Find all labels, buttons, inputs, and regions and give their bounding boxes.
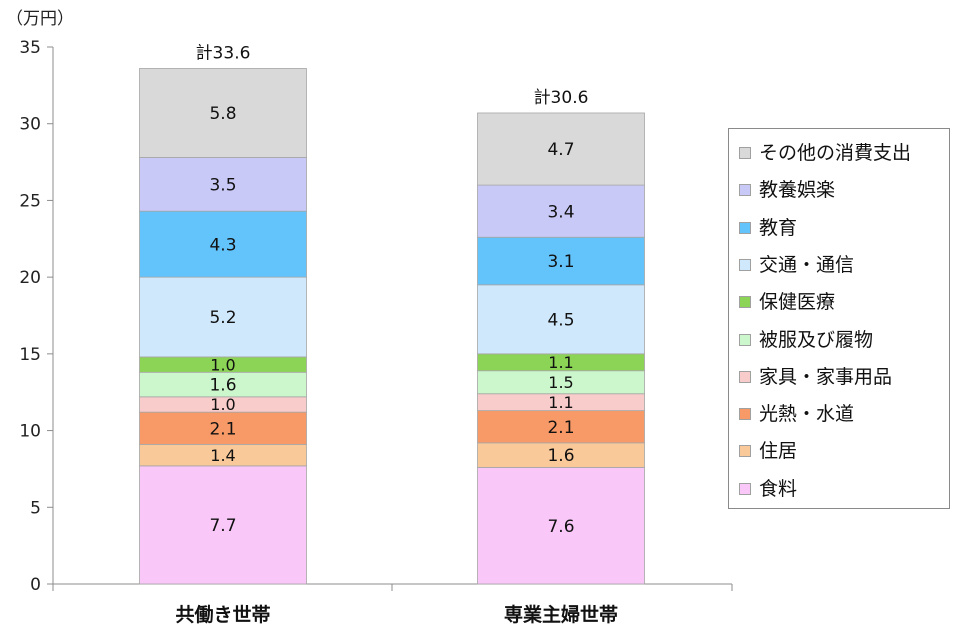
bar-segment <box>139 210 307 278</box>
bar-segment <box>477 466 645 585</box>
y-axis: 0 5 10 15 20 25 30 35 <box>19 38 54 595</box>
legend-item: その他の消費支出 <box>739 141 911 165</box>
bar-segment <box>139 465 307 585</box>
y-tick-label: 10 <box>19 422 41 442</box>
y-tick-label: 20 <box>19 268 41 288</box>
legend-label: その他の消費支出 <box>759 142 912 164</box>
bar-total-label: 計33.6 <box>196 43 251 63</box>
bar-segment-label: 1.0 <box>210 395 235 414</box>
bar-segment-label: 1.6 <box>209 376 236 396</box>
bar-segment <box>477 236 645 286</box>
bar-segment <box>477 284 645 355</box>
legend-item: 交通・通信 <box>739 253 854 277</box>
legend-label: 家具・家事用品 <box>759 365 893 388</box>
x-category-label: 専業主婦世帯 <box>504 603 618 626</box>
legend-item: 教育 <box>739 216 797 240</box>
y-tick-label: 15 <box>19 345 41 365</box>
legend-swatch <box>739 296 751 309</box>
legend-label: 保健医療 <box>759 291 836 314</box>
x-axis: 共働き世帯 専業主婦世帯 <box>52 583 733 626</box>
legend-label: 教育 <box>759 216 798 239</box>
bar-segment-label: 1.1 <box>548 393 573 412</box>
y-axis-unit-label: （万円） <box>6 9 74 29</box>
bar-segment-label: 3.1 <box>547 252 574 272</box>
legend-label: 教養娯楽 <box>759 179 836 202</box>
legend-item: 住居 <box>739 439 797 463</box>
legend-swatch <box>739 258 751 271</box>
legend-item: 保健医療 <box>739 290 835 314</box>
bar-segment-label: 1.4 <box>210 446 235 465</box>
legend-swatch <box>739 445 751 458</box>
bar-segment <box>139 68 307 158</box>
bar-segment-label: 4.3 <box>209 235 236 255</box>
legend-item: 教養娯楽 <box>739 178 835 202</box>
bar-segment <box>477 442 645 468</box>
legend-item: 家具・家事用品 <box>739 365 892 389</box>
legend-swatch <box>739 370 751 383</box>
legend-swatch <box>739 147 751 159</box>
bar-totals-group: 計33.6 計30.6 <box>196 43 589 107</box>
legend-label: 光熱・水道 <box>759 403 855 426</box>
bar-segment <box>139 157 307 212</box>
bar-segment-label: 3.5 <box>209 175 236 195</box>
y-tick-label: 5 <box>30 498 41 518</box>
legend-swatch <box>739 221 751 234</box>
legend-swatch <box>739 333 751 346</box>
legend-swatch <box>739 408 751 421</box>
bar-segment-label: 5.8 <box>209 104 236 124</box>
bar-segment-label: 3.4 <box>547 202 574 222</box>
bar-segment-label: 1.1 <box>548 353 573 372</box>
y-tick-label: 35 <box>19 38 41 58</box>
bar-segment-label: 7.7 <box>209 516 236 536</box>
legend-swatch <box>739 184 751 197</box>
y-tick-label: 0 <box>30 575 41 595</box>
legend-label: 食料 <box>759 477 798 500</box>
y-tick-label: 25 <box>19 191 41 211</box>
bars-group: 7.71.42.11.01.61.05.24.33.55.87.61.62.11… <box>139 68 645 585</box>
legend-item: 被服及び履物 <box>739 328 873 352</box>
y-tick-label: 30 <box>19 115 41 135</box>
bar-segment <box>139 411 307 445</box>
legend-label: 住居 <box>759 440 798 463</box>
bar-segment-label: 4.7 <box>547 140 574 160</box>
bar-segment <box>139 276 307 358</box>
x-category-label: 共働き世帯 <box>175 603 270 626</box>
legend-item: 光熱・水道 <box>739 402 854 426</box>
bar-segment-label: 7.6 <box>547 517 574 537</box>
bar-segment-label: 2.1 <box>209 419 236 439</box>
bar-segment-label: 1.5 <box>548 373 573 392</box>
bar-segment-label: 5.2 <box>209 308 236 328</box>
bar-segment-label: 1.6 <box>547 446 574 466</box>
legend-swatch <box>739 482 751 495</box>
legend-label: 被服及び履物 <box>759 328 874 351</box>
bar-segment <box>139 371 307 398</box>
bar-segment-label: 1.0 <box>210 355 235 374</box>
bar-segment-label: 2.1 <box>547 418 574 438</box>
legend: その他の消費支出 教養娯楽教育交通・通信保健医療被服及び履物 家具・家事用品 光熱・水… <box>728 128 950 509</box>
legend-label: 交通・通信 <box>759 253 855 276</box>
bar-segment <box>477 112 645 186</box>
bar-total-label: 計30.6 <box>534 88 589 108</box>
bar-segment-label: 4.5 <box>547 310 574 330</box>
legend-item: 食料 <box>739 477 797 501</box>
